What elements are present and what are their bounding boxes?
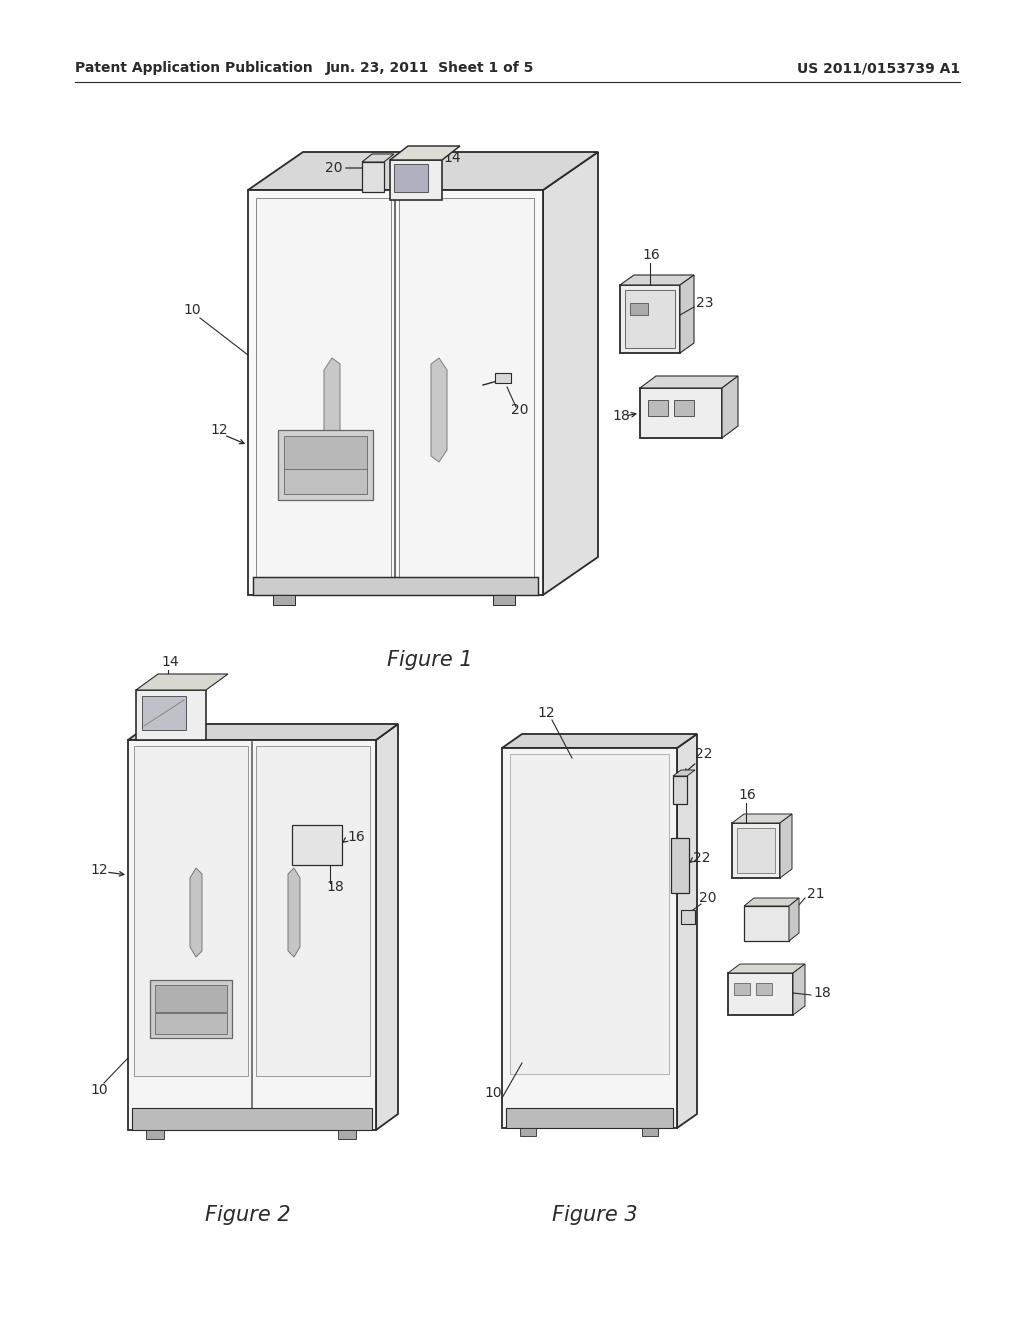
- Bar: [248, 190, 543, 595]
- Polygon shape: [673, 770, 695, 776]
- Bar: [256, 198, 391, 587]
- Bar: [284, 469, 367, 494]
- Text: 14: 14: [161, 655, 178, 669]
- Bar: [319, 836, 332, 845]
- Bar: [506, 1107, 673, 1129]
- Bar: [732, 822, 780, 878]
- Text: 10: 10: [183, 304, 201, 317]
- Polygon shape: [390, 147, 460, 160]
- Text: 22: 22: [695, 747, 713, 762]
- Polygon shape: [128, 723, 398, 741]
- Bar: [300, 836, 314, 845]
- Polygon shape: [790, 898, 799, 941]
- Bar: [150, 979, 232, 1038]
- Bar: [502, 748, 677, 1129]
- Polygon shape: [744, 898, 799, 906]
- Polygon shape: [793, 964, 805, 1015]
- Text: 20: 20: [699, 891, 717, 906]
- Bar: [256, 746, 370, 1076]
- Text: 14: 14: [443, 150, 461, 165]
- Text: Figure 2: Figure 2: [205, 1205, 291, 1225]
- Bar: [756, 983, 772, 995]
- Bar: [146, 1130, 164, 1139]
- Polygon shape: [780, 814, 792, 878]
- Text: Figure 1: Figure 1: [387, 649, 473, 671]
- Polygon shape: [728, 964, 805, 973]
- Text: 18: 18: [326, 880, 344, 894]
- Bar: [673, 776, 687, 804]
- Bar: [253, 577, 538, 595]
- Text: Patent Application Publication: Patent Application Publication: [75, 61, 312, 75]
- Polygon shape: [190, 869, 202, 957]
- Bar: [625, 290, 675, 348]
- Bar: [630, 304, 648, 315]
- Text: 18: 18: [612, 409, 630, 422]
- Bar: [394, 164, 428, 191]
- Text: 22: 22: [693, 851, 711, 865]
- Bar: [273, 595, 295, 605]
- Bar: [734, 983, 750, 995]
- Bar: [728, 973, 793, 1015]
- Polygon shape: [431, 358, 447, 462]
- Text: 12: 12: [210, 422, 227, 437]
- Polygon shape: [677, 734, 697, 1129]
- Polygon shape: [640, 376, 738, 388]
- Bar: [338, 1130, 356, 1139]
- Polygon shape: [362, 154, 394, 162]
- Text: US 2011/0153739 A1: US 2011/0153739 A1: [797, 61, 961, 75]
- Text: 12: 12: [537, 706, 555, 719]
- Bar: [493, 595, 515, 605]
- Bar: [642, 1129, 658, 1137]
- Bar: [362, 162, 384, 191]
- Polygon shape: [502, 734, 697, 748]
- Polygon shape: [543, 152, 598, 595]
- Polygon shape: [288, 869, 300, 957]
- Bar: [128, 741, 376, 1130]
- Polygon shape: [248, 152, 598, 190]
- Bar: [520, 1129, 536, 1137]
- Text: 16: 16: [738, 788, 756, 803]
- Polygon shape: [680, 275, 694, 352]
- Bar: [620, 285, 680, 352]
- Bar: [744, 906, 790, 941]
- Bar: [284, 436, 367, 471]
- Text: 18: 18: [813, 986, 830, 1001]
- Bar: [390, 160, 442, 201]
- Bar: [640, 388, 722, 438]
- Bar: [681, 909, 695, 924]
- Bar: [278, 430, 373, 500]
- Bar: [136, 690, 206, 741]
- Text: 23: 23: [696, 296, 714, 310]
- Text: Jun. 23, 2011  Sheet 1 of 5: Jun. 23, 2011 Sheet 1 of 5: [326, 61, 535, 75]
- Polygon shape: [732, 814, 792, 822]
- Text: 20: 20: [325, 161, 342, 176]
- Text: 10: 10: [484, 1086, 502, 1100]
- Text: 16: 16: [642, 248, 659, 261]
- Bar: [399, 198, 534, 587]
- Bar: [155, 985, 227, 1012]
- Polygon shape: [620, 275, 694, 285]
- Bar: [737, 828, 775, 873]
- Text: 12: 12: [90, 863, 108, 876]
- Bar: [142, 696, 186, 730]
- Text: Figure 3: Figure 3: [552, 1205, 638, 1225]
- Bar: [671, 838, 689, 894]
- Bar: [132, 1107, 372, 1130]
- Bar: [297, 832, 337, 859]
- Bar: [674, 400, 694, 416]
- Text: 21: 21: [807, 887, 824, 902]
- Bar: [292, 825, 342, 865]
- Bar: [495, 374, 511, 383]
- Polygon shape: [722, 376, 738, 438]
- Text: 16: 16: [347, 830, 365, 843]
- Bar: [648, 400, 668, 416]
- Bar: [155, 1012, 227, 1034]
- Bar: [134, 746, 248, 1076]
- Polygon shape: [324, 358, 340, 462]
- Text: 20: 20: [511, 403, 528, 417]
- Text: 10: 10: [90, 1082, 108, 1097]
- Polygon shape: [136, 675, 228, 690]
- Polygon shape: [376, 723, 398, 1130]
- Bar: [510, 754, 669, 1074]
